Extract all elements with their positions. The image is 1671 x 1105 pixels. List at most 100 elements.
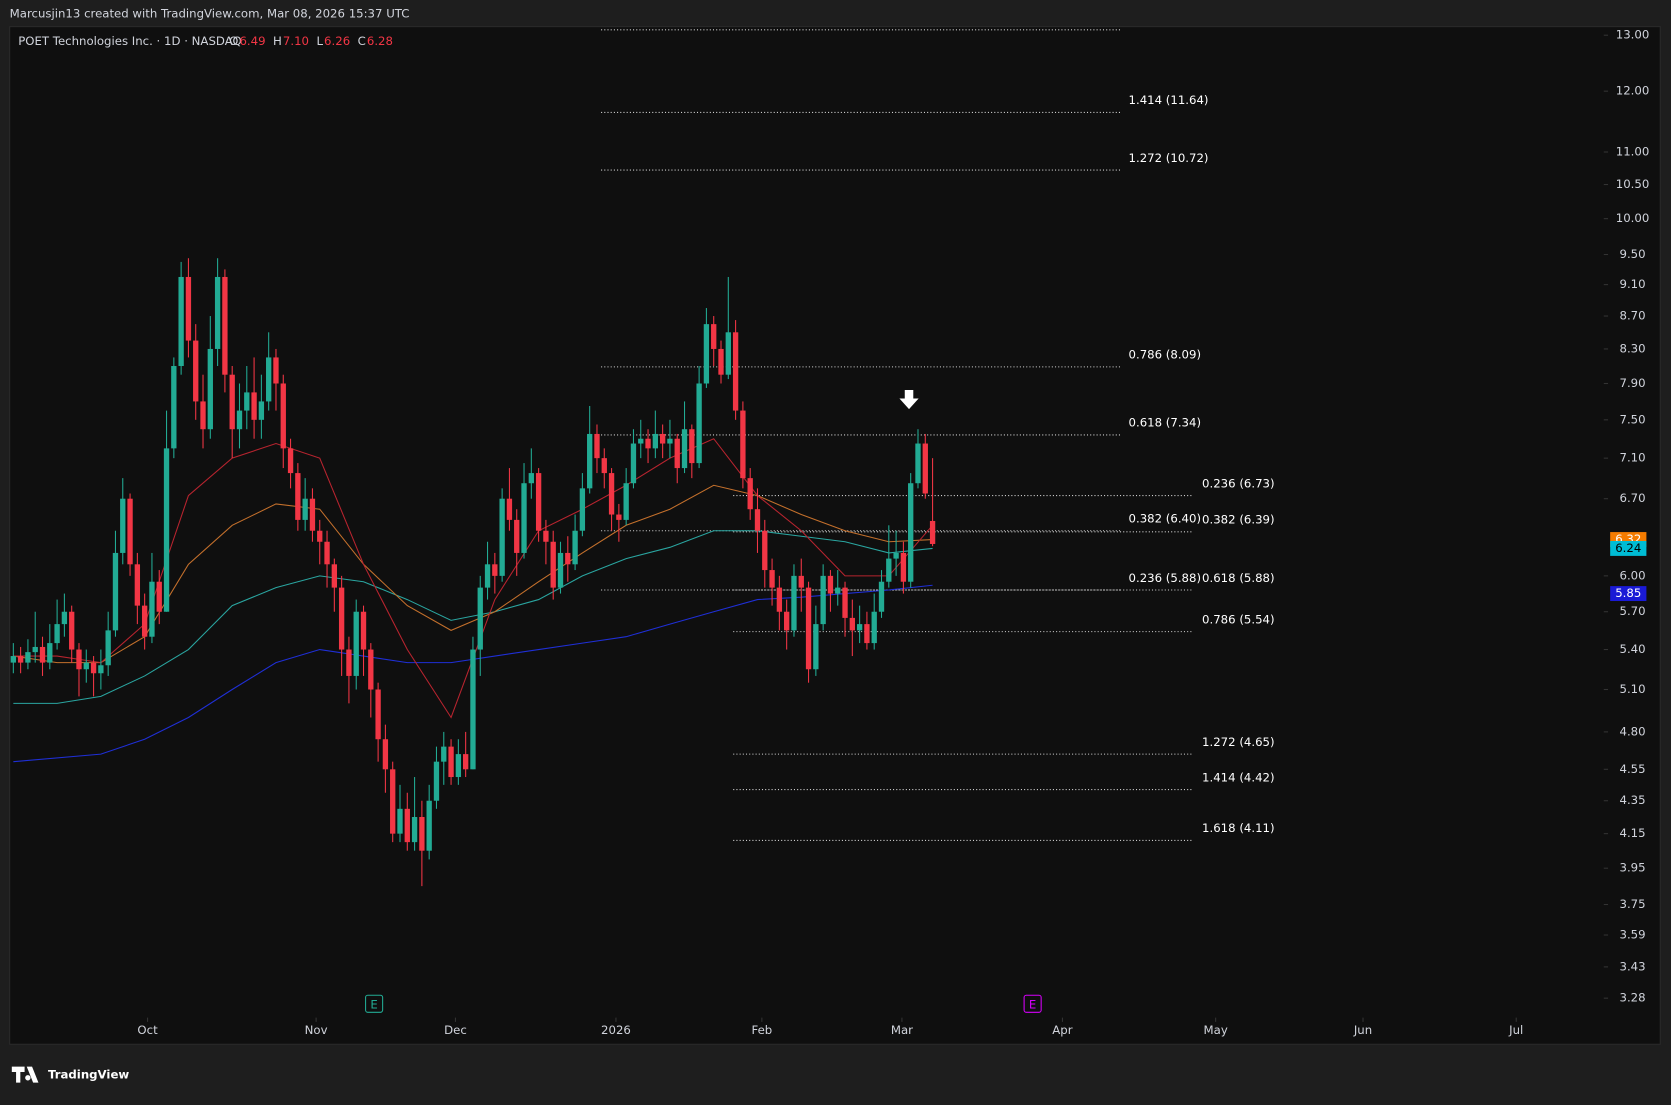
candle-body xyxy=(864,624,870,644)
x-tick-label: Feb xyxy=(751,1023,772,1037)
fib-label: 0.618 (7.34) xyxy=(1129,416,1202,430)
candle-body xyxy=(411,817,418,843)
candle-body xyxy=(156,581,162,612)
candle-body xyxy=(120,498,126,553)
y-tick-label: 6.70 xyxy=(1620,491,1646,505)
candle-body xyxy=(703,324,710,384)
y-tick-label: 10.50 xyxy=(1616,177,1650,191)
candle-body xyxy=(805,587,812,670)
candle-body xyxy=(280,383,286,449)
candle-body xyxy=(163,448,170,612)
y-tick-label: 5.70 xyxy=(1620,604,1646,618)
earnings-icon: E xyxy=(365,994,384,1013)
candle-body xyxy=(842,587,848,618)
candle-body xyxy=(404,808,410,843)
y-tick-label: 6.00 xyxy=(1620,568,1646,582)
y-tick-label: 4.55 xyxy=(1620,762,1646,776)
candle-body xyxy=(17,656,24,663)
candle-body xyxy=(229,374,235,430)
legend-value: 6.28 xyxy=(367,34,393,48)
candle-body xyxy=(550,541,556,588)
candle-body xyxy=(193,340,199,402)
candle-body xyxy=(76,649,82,670)
y-tick-label: 7.50 xyxy=(1620,412,1646,426)
candle-body xyxy=(54,624,60,644)
x-tick-label: Mar xyxy=(891,1023,913,1037)
y-tick-label: 4.15 xyxy=(1620,826,1646,840)
candle-body xyxy=(273,357,279,384)
fib-label: 1.272 (10.72) xyxy=(1129,151,1209,165)
candle-body xyxy=(922,443,928,494)
candle-body xyxy=(185,276,192,341)
candle-body xyxy=(448,746,454,778)
fib-label: 0.236 (6.73) xyxy=(1202,476,1275,490)
candle-body xyxy=(134,564,141,606)
candle-body xyxy=(835,587,841,594)
candle-body xyxy=(258,401,265,420)
price-badge-label: 5.85 xyxy=(1615,586,1641,600)
candle-body xyxy=(754,509,761,531)
candle-body xyxy=(375,689,381,740)
candle-body xyxy=(324,541,330,565)
svg-text:E: E xyxy=(370,997,377,1011)
candle-body xyxy=(105,630,111,666)
legend-value: 7.10 xyxy=(283,34,309,48)
y-tick-label: 10.00 xyxy=(1616,211,1650,225)
candle-body xyxy=(295,473,301,520)
chart-title: POET Technologies Inc. · 1D · NASDAQ xyxy=(18,34,242,48)
arrow-icon xyxy=(899,390,919,410)
legend-key: O xyxy=(229,34,238,48)
candle-body xyxy=(915,443,921,484)
candle-body xyxy=(557,552,564,588)
legend-key: L xyxy=(316,34,323,48)
y-tick-label: 9.50 xyxy=(1620,247,1646,261)
fib-label: 0.236 (5.88) xyxy=(1129,571,1202,585)
legend-key: H xyxy=(273,34,282,48)
candle-body xyxy=(61,611,68,625)
candle-body xyxy=(251,392,257,420)
candle-body xyxy=(426,800,432,851)
candle-body xyxy=(827,575,834,594)
candle-body xyxy=(98,665,104,674)
candle-body xyxy=(718,348,724,375)
candle-body xyxy=(711,324,717,349)
x-tick-label: Oct xyxy=(137,1023,158,1037)
candle-body xyxy=(762,530,768,571)
candle-body xyxy=(776,587,783,612)
y-tick-label: 4.80 xyxy=(1620,724,1646,738)
x-tick-label: 2026 xyxy=(601,1023,631,1037)
candle-body xyxy=(900,552,907,582)
y-tick-label: 4.35 xyxy=(1620,793,1646,807)
candle-body xyxy=(630,443,637,484)
candle-body xyxy=(477,587,483,650)
candle-body xyxy=(433,761,440,801)
candle-body xyxy=(309,498,316,531)
candle-body xyxy=(616,514,622,520)
candle-body xyxy=(317,530,323,542)
candle-body xyxy=(849,617,855,631)
x-tick-label: Dec xyxy=(444,1023,467,1037)
y-tick-label: 12.00 xyxy=(1616,84,1650,98)
candle-body xyxy=(287,448,294,474)
candle-body xyxy=(90,662,97,674)
candle-body xyxy=(747,478,753,510)
candle-body xyxy=(207,348,213,430)
candle-body xyxy=(10,656,16,663)
candle-body xyxy=(587,433,593,489)
moving-average xyxy=(13,584,933,763)
candle-body xyxy=(484,564,491,588)
x-tick-label: Jun xyxy=(1353,1023,1372,1037)
y-tick-label: 3.43 xyxy=(1620,959,1646,973)
candle-body xyxy=(871,611,877,644)
candle-body xyxy=(856,624,863,631)
candle-body xyxy=(572,530,578,565)
legend-value: 6.26 xyxy=(324,34,350,48)
candle-body xyxy=(441,746,447,762)
candle-body xyxy=(674,438,680,469)
candle-body xyxy=(368,649,374,690)
candle-body xyxy=(514,519,520,553)
candle-body xyxy=(499,498,505,576)
price-badge-label: 6.24 xyxy=(1615,541,1641,555)
candle-body xyxy=(331,564,338,588)
